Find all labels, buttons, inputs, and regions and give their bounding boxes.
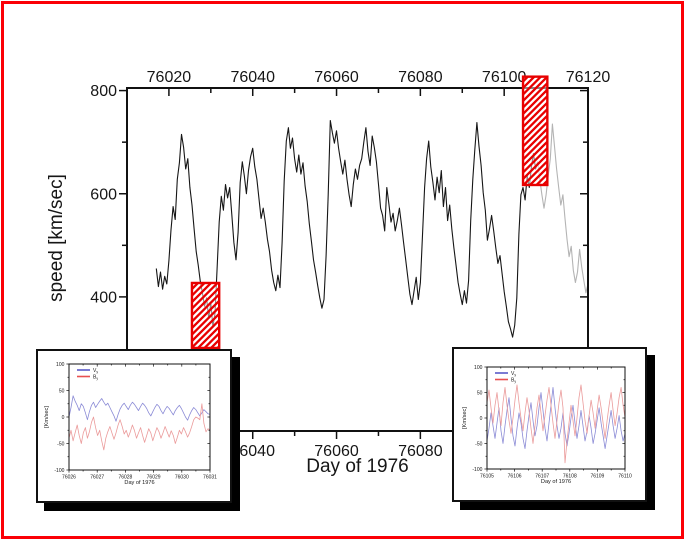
x-tick-label: 76028 (118, 475, 132, 481)
highlight-box-fast-wind-interval (521, 75, 549, 187)
series-velocity-fluctuation (486, 387, 626, 449)
y-tick-label: 100 (56, 362, 65, 368)
fast-wind-fluctuations-chart: 76105 76106 76107 76108 76109 76110 -100 -50 0 50… (462, 365, 632, 485)
inset-right-panel: 76105 76106 76107 76108 76109 76110 -100 -50 0 50… (452, 347, 647, 502)
x-tick-label: 76040 (230, 443, 275, 460)
y-tick-label: 600 (90, 186, 117, 203)
series-magnetic-fluctuation (486, 384, 626, 464)
x-tick-label: 76108 (563, 474, 577, 480)
legend-label-B: By (511, 377, 516, 383)
x-tick-label: 76026 (62, 475, 76, 481)
x-axis-title: Day of 1976 (541, 479, 571, 485)
series-magnetic-fluctuation (68, 403, 211, 451)
slow-wind-fluctuations-chart: 76026 76027 76028 76029 76030 76031 -100 -50 0 50… (44, 362, 217, 486)
y-tick-label: 0 (62, 415, 65, 421)
x-tick-label: 76080 (398, 443, 443, 460)
x-tick-label: 76105 (480, 474, 494, 480)
x-tick-label-top: 76040 (230, 69, 275, 86)
y-tick-label: -100 (54, 468, 64, 474)
y-axis-title: [Km/sec] (44, 406, 50, 428)
x-tick-label: 76030 (175, 475, 189, 481)
legend-label-V: Vy (93, 368, 98, 374)
y-axis-title: [Km/sec] (462, 407, 468, 429)
x-tick-label-top: 76060 (314, 69, 359, 86)
legend-label-B: By (93, 374, 98, 380)
highlight-hatch-slow-wind-interval (191, 282, 220, 348)
y-tick-label: -100 (472, 467, 482, 473)
y-axis-title: speed [km/sec] (46, 174, 67, 302)
highlight-hatch-fast-wind-interval (523, 76, 548, 185)
y-tick-label: 0 (480, 416, 483, 422)
x-tick-label-top: 76120 (566, 69, 611, 86)
x-axis-title: Day of 1976 (306, 456, 408, 477)
x-tick-label: 76031 (203, 475, 217, 481)
x-tick-label-top: 76100 (482, 69, 527, 86)
series-solar-wind-speed-faded (537, 123, 589, 294)
x-tick-label: 76106 (508, 474, 522, 480)
y-tick-label: -50 (475, 441, 482, 447)
x-tick-label-top: 76080 (398, 69, 443, 86)
x-axis-title: Day of 1976 (124, 480, 154, 486)
x-tick-label: 76027 (90, 475, 104, 481)
x-tick-label-top: 76020 (147, 69, 192, 86)
series-velocity-fluctuation (68, 395, 211, 422)
y-tick-label: 50 (477, 390, 483, 396)
highlight-box-slow-wind-interval (190, 281, 221, 350)
series-solar-wind-speed (155, 119, 539, 338)
x-tick-label: 76109 (590, 474, 604, 480)
y-tick-label: 100 (474, 365, 483, 371)
axes-frame (126, 87, 589, 432)
y-tick-label: -50 (57, 441, 64, 447)
x-tick-label: 76110 (618, 474, 632, 480)
legend-label-V: Vy (511, 371, 516, 377)
inset-left-panel: 76026 76027 76028 76029 76030 76031 -100 -50 0 50… (36, 349, 232, 503)
x-tick-label: 76107 (535, 474, 549, 480)
x-tick-label: 76029 (147, 475, 161, 481)
y-tick-label: 400 (90, 289, 117, 306)
y-tick-label: 800 (90, 83, 117, 100)
x-tick-label: 76060 (314, 443, 359, 460)
y-tick-label: 50 (59, 388, 65, 394)
